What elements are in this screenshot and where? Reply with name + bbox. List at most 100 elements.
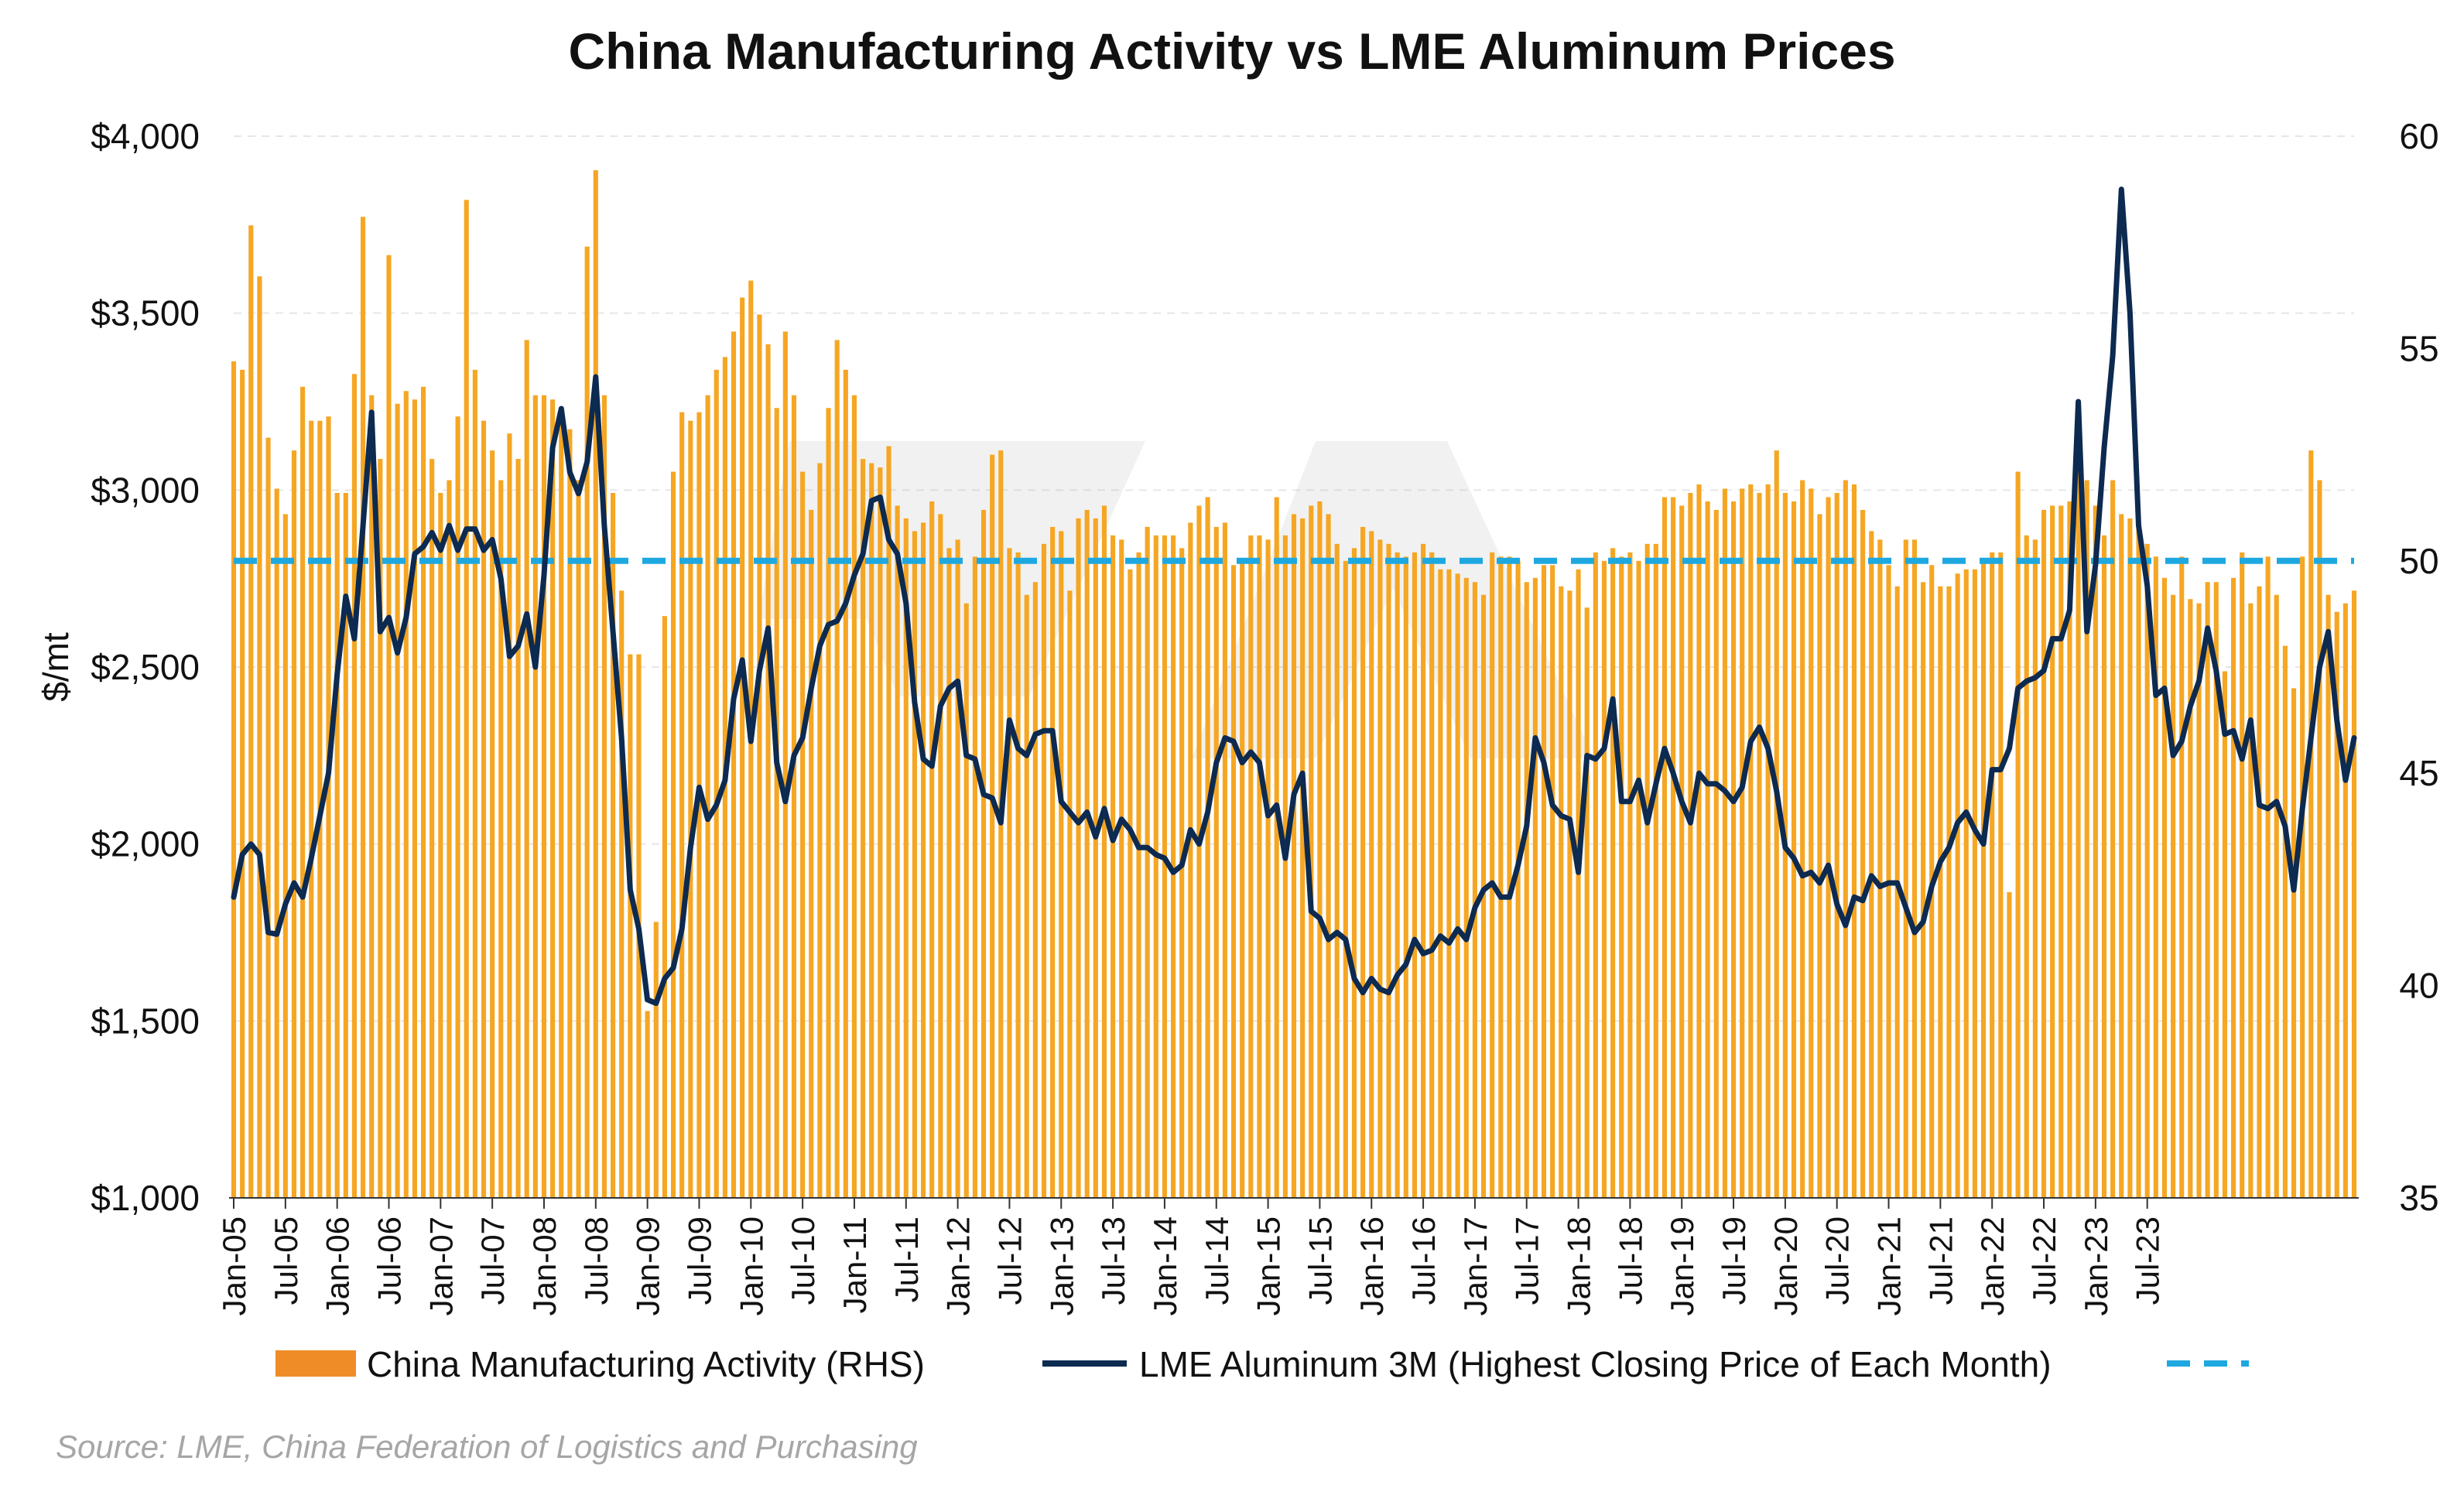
bar: [351, 374, 357, 1198]
bar: [257, 276, 262, 1198]
bar: [1740, 488, 1745, 1198]
bar: [2101, 535, 2107, 1198]
bar: [1860, 509, 1866, 1198]
bar: [2058, 505, 2064, 1198]
bar: [912, 531, 917, 1198]
bar: [1240, 560, 1245, 1198]
bar: [2076, 467, 2081, 1198]
bar: [1213, 526, 1219, 1198]
y-right-tick-label: 60: [2399, 116, 2438, 156]
bar: [1524, 582, 1529, 1198]
bar: [412, 399, 417, 1198]
bar: [369, 395, 375, 1198]
x-tick-label: Jan-08: [526, 1216, 563, 1316]
bar: [791, 395, 797, 1198]
bar: [1360, 526, 1366, 1198]
bar: [1661, 497, 1668, 1198]
bar: [1050, 526, 1056, 1198]
bar: [895, 505, 900, 1198]
x-tick-label: Jul-14: [1199, 1216, 1235, 1305]
x-tick-label: Jan-20: [1768, 1216, 1804, 1316]
bar: [1688, 492, 1693, 1198]
y-right-tick-label: 40: [2399, 966, 2438, 1006]
y-left-tick-label: $3,500: [91, 293, 200, 334]
bar: [1438, 569, 1443, 1198]
y-right-tick-label: 35: [2399, 1178, 2438, 1218]
x-tick-label: Jul-12: [991, 1216, 1028, 1305]
bar: [1490, 552, 1495, 1198]
legend-label-aluminum: LME Aluminum 3M (Highest Closing Price o…: [1139, 1344, 2052, 1384]
bar: [1282, 535, 1288, 1198]
bar: [611, 492, 616, 1198]
bar: [2274, 594, 2279, 1198]
y-right-tick-label: 50: [2399, 541, 2438, 581]
bar: [395, 403, 400, 1198]
bar: [584, 246, 590, 1198]
bar: [1101, 505, 1107, 1198]
bar: [1877, 539, 1883, 1198]
bar: [438, 492, 443, 1198]
x-tick-label: Jan-17: [1457, 1216, 1494, 1316]
bar: [2136, 522, 2141, 1198]
x-tick-label: Jul-06: [371, 1216, 408, 1305]
bar: [1093, 518, 1098, 1198]
bar: [1395, 552, 1400, 1198]
bar: [1748, 484, 1754, 1198]
x-tick-label: Jul-23: [2130, 1216, 2166, 1305]
bar: [1205, 497, 1210, 1198]
bar: [1472, 582, 1477, 1198]
y-left-tick-label: $3,000: [91, 470, 200, 510]
bar: [1480, 594, 1487, 1198]
bar: [1774, 450, 1779, 1198]
x-tick-label: Jul-08: [578, 1216, 614, 1305]
bar: [920, 522, 926, 1198]
left-y-axis: $1,000 $1,500 $2,000 $2,500 $3,000 $3,500 $4,0…: [91, 116, 200, 1218]
bar: [309, 420, 314, 1198]
x-tick-label: Jan-19: [1664, 1216, 1700, 1316]
bar: [1412, 552, 1417, 1198]
bar: [782, 331, 788, 1198]
bar: [2084, 480, 2089, 1198]
bar: [714, 369, 719, 1199]
bar: [524, 340, 529, 1198]
bar: [2041, 509, 2047, 1198]
bar: [1559, 586, 1564, 1198]
bar: [990, 454, 995, 1198]
x-tick-label: Jul-11: [888, 1216, 925, 1302]
bar: [567, 429, 573, 1198]
bar: [576, 480, 581, 1198]
bar: [1248, 535, 1254, 1198]
bar: [1153, 535, 1158, 1198]
bar: [740, 297, 745, 1199]
legend: China Manufacturing Activity (RHS) LME A…: [275, 1344, 2249, 1384]
bar: [1446, 569, 1452, 1198]
bar: [1946, 586, 1952, 1198]
bar: [1619, 556, 1624, 1198]
bar: [861, 459, 866, 1198]
bar: [2257, 586, 2262, 1198]
bar: [2153, 556, 2158, 1198]
bar: [2265, 556, 2271, 1198]
x-tick-label: Jul-15: [1302, 1216, 1338, 1305]
bar: [386, 255, 392, 1198]
bar: [2291, 688, 2297, 1198]
bar: [679, 412, 685, 1198]
bar: [2161, 577, 2168, 1198]
bar: [1809, 488, 1814, 1198]
source-note: Source: LME, China Federation of Logisti…: [56, 1428, 918, 1465]
y-right-tick-label: 55: [2399, 328, 2438, 368]
bar: [447, 480, 452, 1198]
bar: [1980, 560, 1987, 1198]
bar: [800, 471, 806, 1198]
bar: [938, 514, 943, 1198]
bar: [963, 603, 969, 1198]
bar: [1990, 552, 1995, 1198]
x-tick-label: Jul-07: [474, 1216, 511, 1305]
bar: [2015, 471, 2021, 1198]
bar: [869, 463, 874, 1198]
bar: [1111, 535, 1116, 1198]
x-tick-label: Jul-18: [1612, 1216, 1648, 1305]
bar: [291, 450, 297, 1198]
bar: [240, 369, 245, 1199]
bar: [1162, 535, 1167, 1198]
